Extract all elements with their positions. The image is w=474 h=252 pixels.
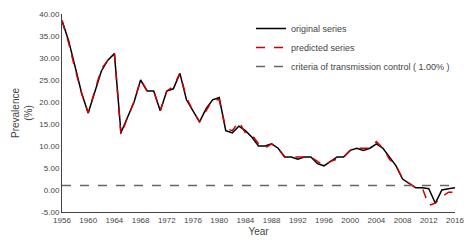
svg-text:1980: 1980 bbox=[210, 216, 228, 225]
svg-text:40.00: 40.00 bbox=[39, 10, 60, 19]
svg-text:15.00: 15.00 bbox=[39, 120, 60, 129]
svg-text:2008: 2008 bbox=[394, 216, 412, 225]
svg-text:original series: original series bbox=[291, 24, 347, 34]
svg-text:1976: 1976 bbox=[184, 216, 202, 225]
svg-text:2012: 2012 bbox=[420, 216, 438, 225]
svg-text:2000: 2000 bbox=[341, 216, 359, 225]
svg-text:Year: Year bbox=[248, 226, 269, 237]
svg-text:1968: 1968 bbox=[132, 216, 150, 225]
svg-text:1984: 1984 bbox=[237, 216, 255, 225]
svg-text:5.00: 5.00 bbox=[44, 164, 60, 173]
svg-text:2004: 2004 bbox=[368, 216, 386, 225]
svg-text:0.00: 0.00 bbox=[44, 186, 60, 195]
svg-text:Prevalence(%): Prevalence(%) bbox=[10, 88, 34, 138]
svg-text:1960: 1960 bbox=[79, 216, 97, 225]
svg-text:25.00: 25.00 bbox=[39, 76, 60, 85]
svg-text:1964: 1964 bbox=[106, 216, 124, 225]
svg-text:predicted series: predicted series bbox=[291, 43, 355, 53]
svg-text:criteria of transmission contr: criteria of transmission control ( 1.00%… bbox=[291, 62, 450, 72]
svg-text:35.00: 35.00 bbox=[39, 32, 60, 41]
svg-text:20.00: 20.00 bbox=[39, 98, 60, 107]
svg-text:10.00: 10.00 bbox=[39, 142, 60, 151]
svg-text:1956: 1956 bbox=[53, 216, 71, 225]
svg-text:2016: 2016 bbox=[446, 216, 464, 225]
svg-text:30.00: 30.00 bbox=[39, 54, 60, 63]
svg-text:1972: 1972 bbox=[158, 216, 176, 225]
svg-text:1992: 1992 bbox=[289, 216, 307, 225]
svg-text:-5.00: -5.00 bbox=[41, 208, 60, 217]
svg-text:1988: 1988 bbox=[263, 216, 281, 225]
svg-text:1996: 1996 bbox=[315, 216, 333, 225]
